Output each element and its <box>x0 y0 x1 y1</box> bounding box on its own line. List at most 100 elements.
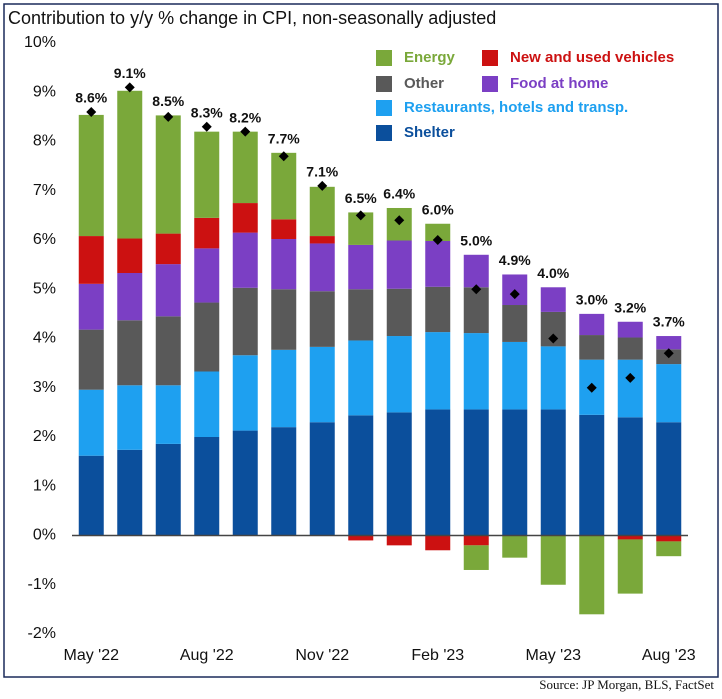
bar-segment <box>309 186 335 237</box>
bar-segment <box>656 541 682 557</box>
bar-segment <box>386 288 412 337</box>
bar-segment <box>540 409 566 536</box>
total-label: 8.3% <box>191 104 223 120</box>
bar-segment <box>117 385 143 450</box>
bar-segment <box>271 289 297 350</box>
bar-segment <box>309 291 335 347</box>
bar-segment <box>232 430 258 536</box>
bar-segment <box>78 389 104 456</box>
bar-segment <box>425 223 451 241</box>
total-label: 8.2% <box>229 109 261 125</box>
bar-segment <box>155 264 181 317</box>
legend-swatch <box>482 50 498 66</box>
bar-segment <box>656 364 682 423</box>
bar-segment <box>194 302 220 372</box>
y-tick-label: 10% <box>24 34 56 51</box>
total-marker <box>432 235 443 245</box>
total-marker <box>471 284 482 295</box>
y-tick-label: 1% <box>33 477 56 494</box>
bar-segment <box>617 359 643 418</box>
bar-segment <box>540 287 566 312</box>
bar-segment <box>656 422 682 536</box>
total-marker <box>201 121 212 132</box>
bar-segment <box>348 289 374 341</box>
bar-segment <box>117 449 143 536</box>
total-label: 3.0% <box>576 292 608 308</box>
total-label: 8.6% <box>75 90 107 106</box>
legend-swatch <box>376 100 392 116</box>
bar-segment <box>463 535 489 546</box>
bar-segment <box>232 355 258 431</box>
bar-segment <box>271 152 297 220</box>
y-tick-label: 7% <box>33 182 56 199</box>
legend-label: Restaurants, hotels and transp. <box>404 99 628 116</box>
bar-segment <box>617 337 643 360</box>
bar-segment <box>425 332 451 410</box>
bar-segment <box>117 238 143 273</box>
bar-segment <box>617 539 643 594</box>
bar-segment <box>78 114 104 237</box>
bar-segment <box>579 535 605 615</box>
bar-segment <box>386 336 412 413</box>
bar-segment <box>386 412 412 536</box>
legend-swatch <box>376 125 392 141</box>
total-label: 6.5% <box>345 190 377 206</box>
x-tick-label: Feb '23 <box>411 647 464 664</box>
bar-segment <box>271 239 297 290</box>
legend-label: Energy <box>404 49 456 66</box>
bar-segment <box>386 535 412 546</box>
bar-segment <box>117 272 143 321</box>
bar-segment <box>194 131 220 218</box>
bar-segment <box>117 90 143 239</box>
x-tick-label: May '22 <box>63 647 119 664</box>
total-label: 7.1% <box>306 164 338 180</box>
total-label: 5.0% <box>460 232 492 248</box>
bar-segment <box>309 422 335 536</box>
bar-segment <box>579 313 605 336</box>
total-marker <box>163 111 174 122</box>
total-marker <box>317 180 328 191</box>
y-tick-label: 8% <box>33 133 56 150</box>
frame <box>3 3 719 678</box>
bar-segment <box>309 243 335 292</box>
total-label: 6.4% <box>383 186 415 202</box>
bar-segment <box>502 409 528 536</box>
total-label: 3.2% <box>614 299 646 315</box>
bar-segment <box>656 535 682 542</box>
y-tick-label: -1% <box>28 576 56 593</box>
chart-title: Contribution to y/y % change in CPI, non… <box>8 8 496 28</box>
y-tick-label: 4% <box>33 330 56 347</box>
bar-segment <box>540 535 566 585</box>
bar-segment <box>155 115 181 234</box>
total-label: 4.0% <box>537 265 569 281</box>
total-label: 3.7% <box>653 314 685 330</box>
bar-segment <box>78 236 104 284</box>
bar-segment <box>271 219 297 240</box>
bar-segment <box>155 316 181 386</box>
legend-label: Shelter <box>404 124 455 141</box>
bar-segment <box>155 385 181 444</box>
total-marker <box>278 151 289 162</box>
bar-segment <box>155 233 181 265</box>
bar-segment <box>194 437 220 536</box>
y-tick-label: 5% <box>33 280 56 297</box>
bar-segment <box>348 340 374 416</box>
bar-segment <box>502 535 528 558</box>
bar-segment <box>194 248 220 303</box>
bar-segment <box>348 535 374 541</box>
bar-segment <box>348 415 374 536</box>
total-label: 6.0% <box>422 201 454 217</box>
total-marker <box>86 106 97 117</box>
bar-segment <box>617 321 643 338</box>
legend-box <box>368 44 700 148</box>
bar-segment <box>425 535 451 551</box>
total-marker <box>548 333 559 344</box>
bar-segment <box>579 335 605 360</box>
x-tick-label: Aug '22 <box>180 647 234 664</box>
bar-segment <box>540 346 566 410</box>
y-tick-label: 9% <box>33 83 56 100</box>
bar-segment <box>78 329 104 390</box>
bar-segment <box>463 545 489 570</box>
